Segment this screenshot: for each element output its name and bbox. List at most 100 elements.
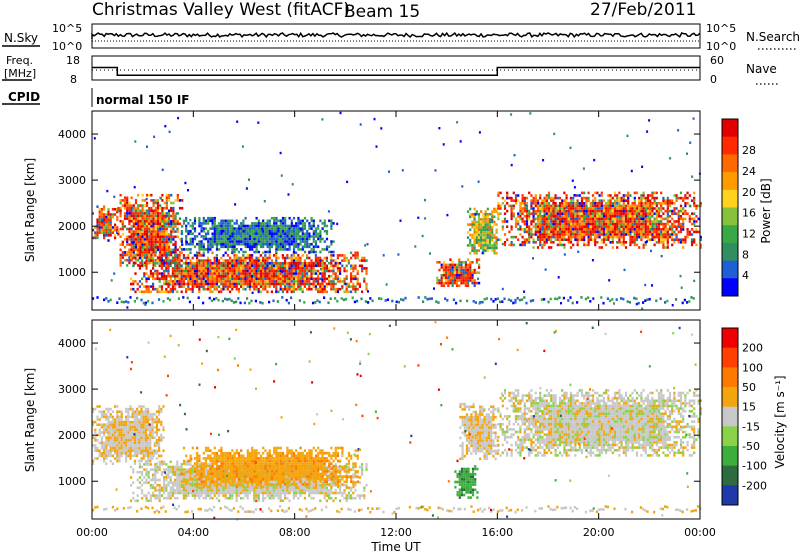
- heatmap-cell: [521, 207, 524, 210]
- heatmap-cell: [200, 227, 203, 230]
- heatmap-cell: [140, 449, 143, 452]
- ground-scatter-cell: [426, 297, 429, 301]
- heatmap-cell: [642, 235, 645, 239]
- heatmap-cell: [213, 287, 216, 291]
- heatmap-cell: [255, 256, 258, 260]
- heatmap-cell: [109, 436, 112, 439]
- heatmap-cell: [165, 204, 168, 207]
- heatmap-cell: [561, 230, 564, 234]
- heatmap-cell: [345, 269, 348, 273]
- heatmap-cell: [235, 235, 238, 238]
- heatmap-cell: [284, 256, 287, 260]
- heatmap-cell: [143, 199, 146, 202]
- heatmap-cell: [161, 230, 164, 233]
- ground-scatter-cell: [217, 298, 220, 302]
- heatmap-cell: [299, 267, 302, 270]
- heatmap-cell: [170, 238, 173, 241]
- heatmap-cell: [281, 274, 284, 278]
- heatmap-cell: [688, 215, 691, 218]
- heatmap-cell: [569, 230, 573, 234]
- heatmap-cell: [600, 241, 603, 244]
- heatmap-cell: [620, 235, 623, 239]
- heatmap-cell: [257, 259, 260, 262]
- heatmap-cell: [178, 217, 182, 220]
- scatter-point: [446, 213, 449, 217]
- heatmap-cell: [127, 415, 130, 419]
- ground-scatter-cell: [122, 300, 125, 304]
- heatmap-cell: [120, 428, 123, 432]
- heatmap-cell: [266, 267, 269, 270]
- heatmap-cell: [365, 269, 368, 273]
- noise-left-tick-bottom: 10^0: [52, 40, 82, 53]
- heatmap-cell: [215, 227, 219, 230]
- heatmap-cell: [299, 235, 302, 238]
- heatmap-cell: [288, 216, 291, 220]
- heatmap-cell: [137, 245, 140, 249]
- heatmap-cell: [116, 218, 119, 221]
- heatmap-cell: [627, 202, 630, 205]
- scatter-point: [477, 277, 479, 280]
- heatmap-cell: [159, 230, 162, 233]
- heatmap-cell: [543, 196, 546, 200]
- heatmap-cell: [185, 290, 188, 294]
- heatmap-cell: [150, 214, 153, 218]
- heatmap-cell: [312, 219, 315, 223]
- heatmap-cell: [290, 256, 293, 260]
- heatmap-cell: [288, 232, 291, 236]
- heatmap-cell: [525, 230, 529, 234]
- heatmap-cell: [363, 267, 366, 270]
- scatter-point: [126, 306, 129, 309]
- heatmap-cell: [253, 232, 256, 236]
- heatmap-cell: [574, 204, 577, 208]
- heatmap-cell: [127, 413, 130, 416]
- heatmap-cell: [129, 457, 132, 460]
- heatmap-cell: [159, 206, 162, 210]
- heatmap-cell: [152, 261, 155, 265]
- heatmap-cell: [284, 240, 287, 243]
- heatmap-cell: [128, 201, 131, 205]
- heatmap-cell: [543, 235, 546, 239]
- heatmap-cell: [275, 285, 278, 288]
- heatmap-cell: [200, 274, 203, 278]
- heatmap-cell: [655, 204, 658, 208]
- heatmap-cell: [185, 269, 188, 273]
- heatmap-cell: [167, 243, 171, 246]
- ground-scatter-cell: [576, 301, 579, 304]
- heatmap-cell: [218, 261, 221, 265]
- heatmap-cell: [605, 228, 608, 231]
- heatmap-cell: [105, 441, 108, 445]
- heatmap-cell: [556, 222, 559, 226]
- heatmap-cell: [132, 251, 135, 254]
- heatmap-cell: [306, 269, 309, 273]
- heatmap-cell: [640, 194, 643, 197]
- heatmap-cell: [174, 259, 177, 262]
- heatmap-cell: [682, 222, 685, 226]
- heatmap-cell: [642, 194, 645, 197]
- heatmap-cell: [154, 214, 157, 218]
- heatmap-cell: [191, 280, 194, 283]
- heatmap-cell: [264, 242, 267, 246]
- heatmap-cell: [92, 410, 95, 413]
- heatmap-cell: [100, 439, 103, 442]
- heatmap-cell: [126, 258, 129, 262]
- heatmap-cell: [200, 267, 203, 270]
- ground-scatter-cell: [644, 299, 647, 302]
- heatmap-cell: [94, 446, 97, 450]
- heatmap-cell: [123, 251, 127, 254]
- heatmap-cell: [460, 274, 463, 277]
- heatmap-cell: [655, 230, 658, 234]
- heatmap-cell: [174, 230, 177, 233]
- ground-scatter-cell: [569, 296, 572, 299]
- heatmap-cell: [299, 259, 302, 262]
- heatmap-cell: [330, 254, 333, 257]
- heatmap-cell: [152, 256, 155, 260]
- heatmap-cell: [530, 204, 533, 208]
- freq-traces: [92, 66, 700, 76]
- heatmap-cell: [170, 227, 173, 231]
- heatmap-cell: [253, 264, 256, 268]
- heatmap-cell: [341, 259, 344, 262]
- heatmap-cell: [295, 264, 298, 268]
- freq-label-line1: Freq.: [6, 54, 33, 67]
- heatmap-cell: [171, 269, 174, 273]
- heatmap-cell: [651, 207, 654, 210]
